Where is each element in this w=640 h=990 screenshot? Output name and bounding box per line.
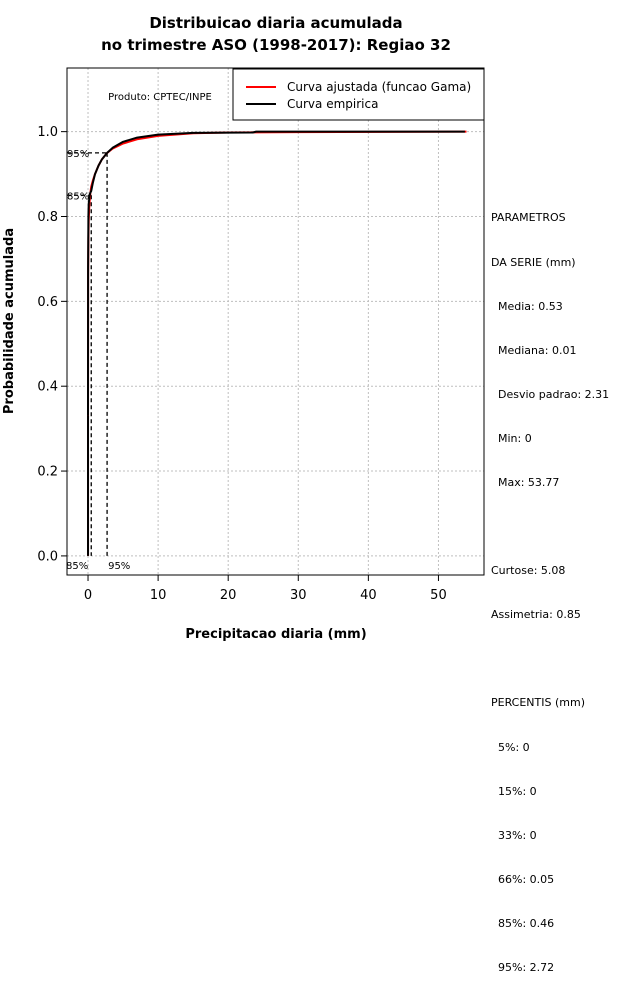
legend-label-empirical: Curva empirica <box>287 97 378 111</box>
y-tick-label: 0.0 <box>37 549 58 564</box>
stat-line: Mediana: 0.01 <box>491 343 577 357</box>
legend: Curva ajustada (funcao Gama) Curva empir… <box>232 68 485 121</box>
stat-line: Min: 0 <box>491 431 532 445</box>
y-tick-label: 0.8 <box>37 210 58 225</box>
watermark-text: Produto: CPTEC/INPE <box>108 92 212 103</box>
stat-line: Curtose: 5.08 <box>491 564 566 578</box>
stat-line: 33%: 0 <box>491 828 537 842</box>
fitted-gamma-curve <box>87 130 467 455</box>
stat-line: 66%: 0.05 <box>491 872 555 886</box>
reference-lines-layer: 85% 95% 85% 95% <box>66 149 130 572</box>
stat-line: 5%: 0 <box>491 740 530 754</box>
stat-line: 15%: 0 <box>491 784 537 798</box>
x-tick-label: 10 <box>150 588 167 603</box>
empirical-curve <box>87 130 465 416</box>
percentile-x-label: 95% <box>108 561 130 572</box>
y-axis-label: Probabilidade acumulada <box>2 228 17 414</box>
x-axis-label: Precipitacao diaria (mm) <box>185 627 366 642</box>
chart-title-line-2: no trimestre ASO (1998-2017): Regiao 32 <box>101 36 451 54</box>
axis-layer: 0 10 20 30 40 50 0.0 0.2 0.4 0.6 0.8 1.0 <box>37 125 446 603</box>
legend-box <box>232 68 485 121</box>
y-tick-label: 0.4 <box>37 380 58 395</box>
chart-title-line-1: Distribuicao diaria acumulada <box>149 14 403 32</box>
stat-line: 85%: 0.46 <box>491 916 555 930</box>
stat-line: PARAMETROS <box>491 211 566 225</box>
stat-line: Media: 0.53 <box>491 299 563 313</box>
y-tick-label: 0.2 <box>37 465 58 480</box>
grid-layer <box>67 68 484 575</box>
series-layer <box>87 130 467 556</box>
percentile-y-label: 95% <box>67 149 89 160</box>
stat-line: PERCENTIS (mm) <box>491 696 585 710</box>
series-parameters-panel: PARAMETROS DA SERIE (mm) Media: 0.53 Med… <box>491 182 609 990</box>
percentile-x-label: 85% <box>66 561 88 572</box>
x-tick-label: 40 <box>360 588 377 603</box>
cumulative-distribution-chart: 85% 95% 85% 95% 0 10 20 30 40 50 0.0 0.2 0.4 0.6 0.8 1… <box>2 67 485 642</box>
x-tick-label: 0 <box>84 588 92 603</box>
plot-frame <box>66 67 485 576</box>
y-tick-label: 1.0 <box>37 125 58 140</box>
percentile-y-label: 85% <box>67 191 89 202</box>
legend-label-fitted: Curva ajustada (funcao Gama) <box>287 80 471 94</box>
y-tick-label: 0.6 <box>37 295 58 310</box>
stat-line: DA SERIE (mm) <box>491 255 576 269</box>
x-tick-label: 30 <box>290 588 307 603</box>
stat-line: 95%: 2.72 <box>491 961 555 974</box>
stat-line: Desvio padrao: 2.31 <box>491 387 610 401</box>
x-tick-label: 20 <box>220 588 237 603</box>
stat-line <box>491 520 609 535</box>
stat-line: Max: 53.77 <box>491 475 560 489</box>
stat-line: Assimetria: 0.85 <box>491 608 581 622</box>
x-tick-label: 50 <box>430 588 447 603</box>
